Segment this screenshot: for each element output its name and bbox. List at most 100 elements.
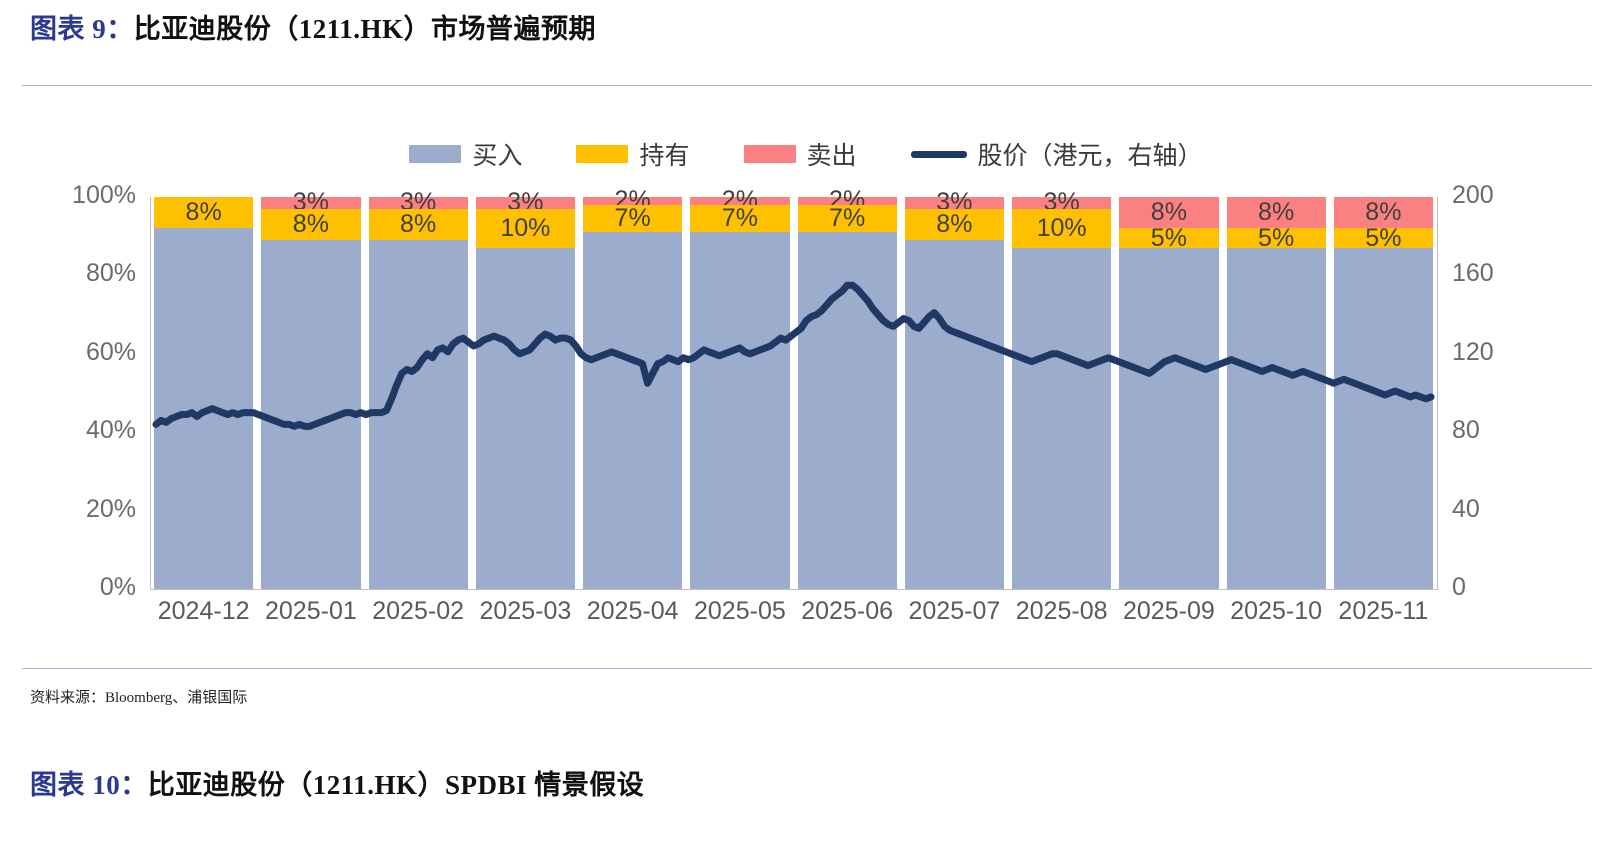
exhibit-10-title-text: 比亚迪股份（1211.HK）SPDBI 情景假设 [147, 770, 645, 800]
bar-slot: 3% 8% [365, 190, 472, 589]
bar-segment-sell[interactable]: 8% [1119, 197, 1219, 229]
bar-segment-buy[interactable] [583, 232, 683, 589]
x-tick-label: 2025-07 [908, 597, 1001, 625]
bar-slot: 8% 5% [1115, 197, 1222, 589]
bar-segment-sell[interactable]: 3% [261, 190, 361, 215]
legend-item-1[interactable]: 持有 [576, 136, 690, 172]
bar-segment-hold[interactable]: 8% [368, 208, 468, 241]
bar-segment-label: 8% [400, 209, 437, 238]
bar-segment-hold[interactable]: 8% [154, 197, 254, 229]
bar-segment-label: 7% [614, 204, 651, 233]
bar-segment-hold[interactable]: 5% [1333, 225, 1433, 250]
bar-segment-hold[interactable]: 7% [690, 204, 790, 233]
x-tick-label: 2025-02 [372, 597, 464, 625]
bar-segment-hold[interactable]: 5% [1226, 223, 1326, 252]
market-consensus-chart: 买入 持有 卖出 股价（港元，右轴） 0% 20% 40% 60% 80% 100% 0 40 80… [0, 100, 1612, 660]
bar-segment-label: 8% [1365, 198, 1402, 227]
stacked-bar[interactable]: 8% [154, 197, 254, 589]
bar-segment-sell[interactable]: 2% [583, 188, 683, 213]
stacked-bar[interactable]: 8% 5% [1226, 197, 1326, 589]
x-tick-label: 2025-03 [479, 597, 572, 625]
left-tick-label: 100% [72, 181, 136, 209]
bar-segment-sell[interactable]: 3% [475, 190, 575, 215]
plot-area: 8% 3% 8% 3% 8% 3% 10% 2% 7% 2% 7% 2% 7% 3% 8% 3% 10% 8% 5%… [150, 188, 1437, 589]
left-tick-label: 80% [85, 259, 136, 288]
bar-segment-buy[interactable] [475, 247, 575, 589]
bar-slot: 3% 10% [1008, 190, 1115, 589]
legend-item-3[interactable]: 股价（港元，右轴） [910, 136, 1203, 172]
bar-segment-hold[interactable]: 10% [1012, 208, 1112, 248]
bar-segment-hold[interactable]: 7% [583, 204, 683, 233]
legend-label: 持有 [639, 143, 690, 170]
bar-segment-hold[interactable]: 8% [904, 208, 1004, 241]
stacked-bar[interactable]: 2% 7% [797, 188, 897, 589]
bar-segment-buy[interactable] [690, 232, 790, 589]
stacked-bar[interactable]: 2% 7% [583, 188, 683, 589]
stacked-bar[interactable]: 3% 10% [475, 190, 575, 589]
bar-segment-label: 8% [1258, 198, 1295, 227]
bar-slot: 8% 5% [1223, 197, 1330, 589]
x-tick-label: 2025-08 [1015, 597, 1108, 625]
bar-segment-hold[interactable]: 10% [475, 208, 575, 248]
bar-segment-label: 5% [1258, 223, 1295, 252]
x-tick-label: 2025-01 [265, 597, 357, 625]
bar-segment-buy[interactable] [1226, 247, 1326, 589]
divider-bottom [22, 668, 1592, 669]
bar-segment-sell[interactable]: 3% [1012, 190, 1112, 215]
bar-segment-sell[interactable]: 3% [368, 190, 468, 215]
bar-segment-label: 10% [1036, 213, 1087, 242]
stacked-bar[interactable]: 2% 7% [690, 188, 790, 589]
bar-segment-label: 7% [829, 204, 866, 233]
legend-item-0[interactable]: 买入 [409, 136, 522, 172]
stacked-bar[interactable]: 3% 10% [1012, 190, 1112, 589]
bar-segment-hold[interactable]: 5% [1119, 225, 1219, 250]
stacked-bar[interactable]: 8% 5% [1333, 197, 1433, 589]
x-tick-label: 2025-10 [1230, 597, 1322, 625]
legend-label: 买入 [472, 143, 523, 170]
bar-segment-sell[interactable]: 2% [797, 188, 897, 213]
bar-segment-buy[interactable] [154, 228, 254, 589]
left-tick-label: 20% [85, 494, 136, 523]
exhibit-9-number: 图表 9： [30, 14, 134, 44]
legend-swatch-icon [409, 145, 462, 163]
right-tick-label: 120 [1452, 337, 1494, 366]
bar-slot: 3% 8% [901, 190, 1008, 589]
bar-slot: 2% 7% [579, 188, 686, 589]
divider-top [22, 85, 1592, 86]
legend-swatch-icon [576, 145, 629, 163]
exhibit-10-number: 图表 10： [30, 770, 148, 800]
stacked-bar[interactable]: 3% 8% [261, 190, 361, 589]
bar-segment-buy[interactable] [1333, 247, 1433, 589]
bar-segment-buy[interactable] [797, 232, 897, 589]
legend-label: 卖出 [806, 143, 857, 170]
left-tick-label: 40% [85, 416, 136, 445]
bar-segment-sell[interactable]: 2% [690, 188, 790, 213]
bar-segment-buy[interactable] [1012, 247, 1112, 589]
bar-segment-buy[interactable] [368, 240, 468, 589]
stacked-bar[interactable]: 3% 8% [904, 190, 1004, 589]
bar-segment-buy[interactable] [261, 240, 361, 589]
left-tick-label: 0% [99, 573, 136, 601]
bar-segment-label: 8% [292, 209, 329, 238]
bar-slot: 2% 7% [686, 188, 793, 589]
stacked-bar[interactable]: 3% 8% [368, 190, 468, 589]
stacked-bar[interactable]: 8% 5% [1119, 197, 1219, 589]
bar-segment-sell[interactable]: 8% [1226, 197, 1326, 229]
bar-segment-hold[interactable]: 8% [261, 208, 361, 241]
bar-slot: 2% 7% [794, 188, 901, 589]
exhibit-10-title: 图表 10：比亚迪股份（1211.HK）SPDBI 情景假设 [30, 763, 644, 802]
legend-label: 股价（港元，右轴） [977, 143, 1203, 170]
right-tick-label: 200 [1452, 181, 1494, 209]
right-axis-line [1437, 197, 1438, 590]
bar-segment-sell[interactable]: 3% [904, 190, 1004, 215]
stacked-bars: 8% 3% 8% 3% 8% 3% 10% 2% 7% 2% 7% 2% 7% 3% 8% 3% 10% 8% 5%… [150, 188, 1437, 589]
x-tick-label: 2025-04 [586, 597, 679, 625]
bar-segment-buy[interactable] [1119, 247, 1219, 589]
bar-segment-sell[interactable]: 8% [1333, 197, 1433, 229]
x-tick-label: 2025-06 [801, 597, 893, 625]
bar-segment-hold[interactable]: 7% [797, 204, 897, 233]
legend-item-2[interactable]: 卖出 [743, 136, 857, 172]
x-tick-label: 2025-09 [1123, 597, 1215, 625]
bar-segment-buy[interactable] [904, 240, 1004, 589]
